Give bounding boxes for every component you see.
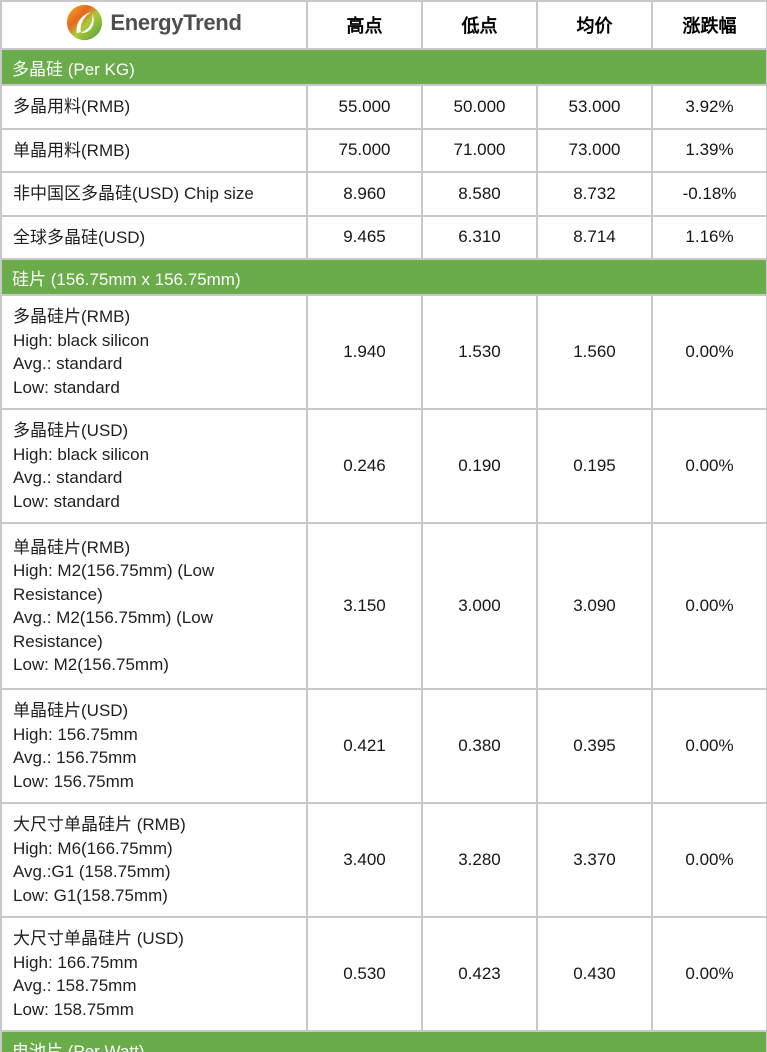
- cell-change: 0.00%: [651, 688, 767, 804]
- row-label: 单晶硅片(RMB) High: M2(156.75mm) (Low Resist…: [0, 522, 308, 690]
- cell-high: 0.421: [306, 688, 423, 804]
- cell-avg: 8.732: [536, 171, 653, 217]
- col-header-avg: 均价: [536, 0, 653, 50]
- logo-cell: EnergyTrend: [0, 0, 308, 50]
- table-header-row: EnergyTrend 高点 低点 均价 涨跌幅: [0, 0, 767, 50]
- brand-name: EnergyTrend: [110, 9, 242, 35]
- cell-low: 71.000: [421, 127, 538, 173]
- row-label: 单晶用料(RMB): [0, 127, 308, 173]
- cell-avg: 53.000: [536, 84, 653, 130]
- cell-change: 0.00%: [651, 408, 767, 524]
- cell-low: 0.380: [421, 688, 538, 804]
- table-row: 单晶用料(RMB) 75.000 71.000 73.000 1.39%: [0, 127, 767, 173]
- cell-change: 1.39%: [651, 127, 767, 173]
- section-header-wafer: 硅片 (156.75mm x 156.75mm): [0, 258, 767, 296]
- cell-high: 1.940: [306, 294, 423, 410]
- cell-avg: 8.714: [536, 214, 653, 260]
- cell-avg: 3.090: [536, 522, 653, 690]
- cell-avg: 73.000: [536, 127, 653, 173]
- cell-avg: 1.560: [536, 294, 653, 410]
- table-row: 非中国区多晶硅(USD) Chip size 8.960 8.580 8.732…: [0, 171, 767, 217]
- col-header-low: 低点: [421, 0, 538, 50]
- cell-low: 3.000: [421, 522, 538, 690]
- col-header-change: 涨跌幅: [651, 0, 767, 50]
- cell-change: -0.18%: [651, 171, 767, 217]
- table-row: 多晶硅片(USD) High: black silicon Avg.: stan…: [0, 408, 767, 524]
- row-label: 大尺寸单晶硅片 (USD) High: 166.75mm Avg.: 158.7…: [0, 916, 308, 1032]
- section-title: 多晶硅 (Per KG): [0, 48, 767, 86]
- section-header-polysilicon: 多晶硅 (Per KG): [0, 48, 767, 86]
- row-label: 多晶用料(RMB): [0, 84, 308, 130]
- cell-low: 8.580: [421, 171, 538, 217]
- cell-change: 1.16%: [651, 214, 767, 260]
- cell-high: 55.000: [306, 84, 423, 130]
- row-label: 非中国区多晶硅(USD) Chip size: [0, 171, 308, 217]
- section-title: 硅片 (156.75mm x 156.75mm): [0, 258, 767, 296]
- cell-high: 8.960: [306, 171, 423, 217]
- cell-low: 3.280: [421, 802, 538, 918]
- section-header-cell: 电池片 (Per Watt): [0, 1030, 767, 1052]
- table-row: 大尺寸单晶硅片 (RMB) High: M6(166.75mm) Avg.:G1…: [0, 802, 767, 918]
- cell-high: 3.400: [306, 802, 423, 918]
- col-header-high: 高点: [306, 0, 423, 50]
- energytrend-logo[interactable]: EnergyTrend: [66, 4, 242, 41]
- cell-high: 3.150: [306, 522, 423, 690]
- cell-change: 0.00%: [651, 522, 767, 690]
- table-row: 多晶用料(RMB) 55.000 50.000 53.000 3.92%: [0, 84, 767, 130]
- row-label: 大尺寸单晶硅片 (RMB) High: M6(166.75mm) Avg.:G1…: [0, 802, 308, 918]
- cell-avg: 3.370: [536, 802, 653, 918]
- leaf-logo-icon: [67, 4, 103, 41]
- cell-avg: 0.395: [536, 688, 653, 804]
- table-row: 多晶硅片(RMB) High: black silicon Avg.: stan…: [0, 294, 767, 410]
- table-row: 单晶硅片(USD) High: 156.75mm Avg.: 156.75mm …: [0, 688, 767, 804]
- row-label: 多晶硅片(USD) High: black silicon Avg.: stan…: [0, 408, 308, 524]
- cell-change: 0.00%: [651, 294, 767, 410]
- section-title: 电池片 (Per Watt): [0, 1030, 767, 1052]
- cell-high: 75.000: [306, 127, 423, 173]
- cell-low: 1.530: [421, 294, 538, 410]
- table-row: 单晶硅片(RMB) High: M2(156.75mm) (Low Resist…: [0, 522, 767, 690]
- table-row: 大尺寸单晶硅片 (USD) High: 166.75mm Avg.: 158.7…: [0, 916, 767, 1032]
- cell-low: 0.423: [421, 916, 538, 1032]
- cell-low: 50.000: [421, 84, 538, 130]
- cell-change: 0.00%: [651, 802, 767, 918]
- cell-low: 0.190: [421, 408, 538, 524]
- cell-avg: 0.195: [536, 408, 653, 524]
- cell-low: 6.310: [421, 214, 538, 260]
- cell-change: 3.92%: [651, 84, 767, 130]
- cell-avg: 0.430: [536, 916, 653, 1032]
- row-label: 单晶硅片(USD) High: 156.75mm Avg.: 156.75mm …: [0, 688, 308, 804]
- row-label: 全球多晶硅(USD): [0, 214, 308, 260]
- row-label: 多晶硅片(RMB) High: black silicon Avg.: stan…: [0, 294, 308, 410]
- cell-high: 0.246: [306, 408, 423, 524]
- cell-high: 0.530: [306, 916, 423, 1032]
- cell-change: 0.00%: [651, 916, 767, 1032]
- cell-high: 9.465: [306, 214, 423, 260]
- table-row: 全球多晶硅(USD) 9.465 6.310 8.714 1.16%: [0, 214, 767, 260]
